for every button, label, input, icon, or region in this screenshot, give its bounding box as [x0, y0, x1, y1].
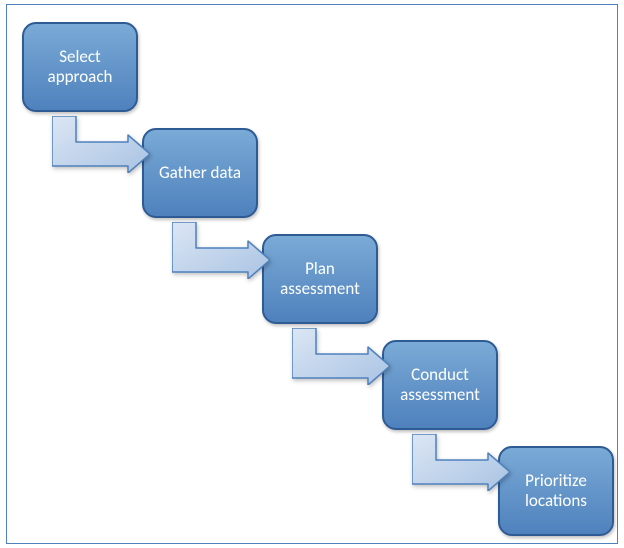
- flow-node-5: Prioritize locations: [498, 446, 614, 536]
- flow-arrow-1: [52, 116, 150, 173]
- flow-arrow-2: [172, 222, 270, 279]
- flow-node-4: Conduct assessment: [382, 340, 498, 430]
- diagram-canvas: Select approach Gather data Plan assessmen…: [0, 0, 624, 548]
- flow-node-3: Plan assessment: [262, 234, 378, 324]
- flow-arrow-4: [412, 434, 510, 491]
- flow-node-2: Gather data: [142, 128, 258, 218]
- flow-arrow-3: [292, 328, 390, 385]
- flow-node-label: Conduct assessment: [392, 365, 488, 404]
- flow-node-label: Plan assessment: [272, 259, 368, 298]
- flow-node-label: Gather data: [159, 163, 241, 183]
- flow-node-label: Prioritize locations: [508, 471, 604, 510]
- flow-node-label: Select approach: [32, 47, 128, 86]
- flow-node-1: Select approach: [22, 22, 138, 112]
